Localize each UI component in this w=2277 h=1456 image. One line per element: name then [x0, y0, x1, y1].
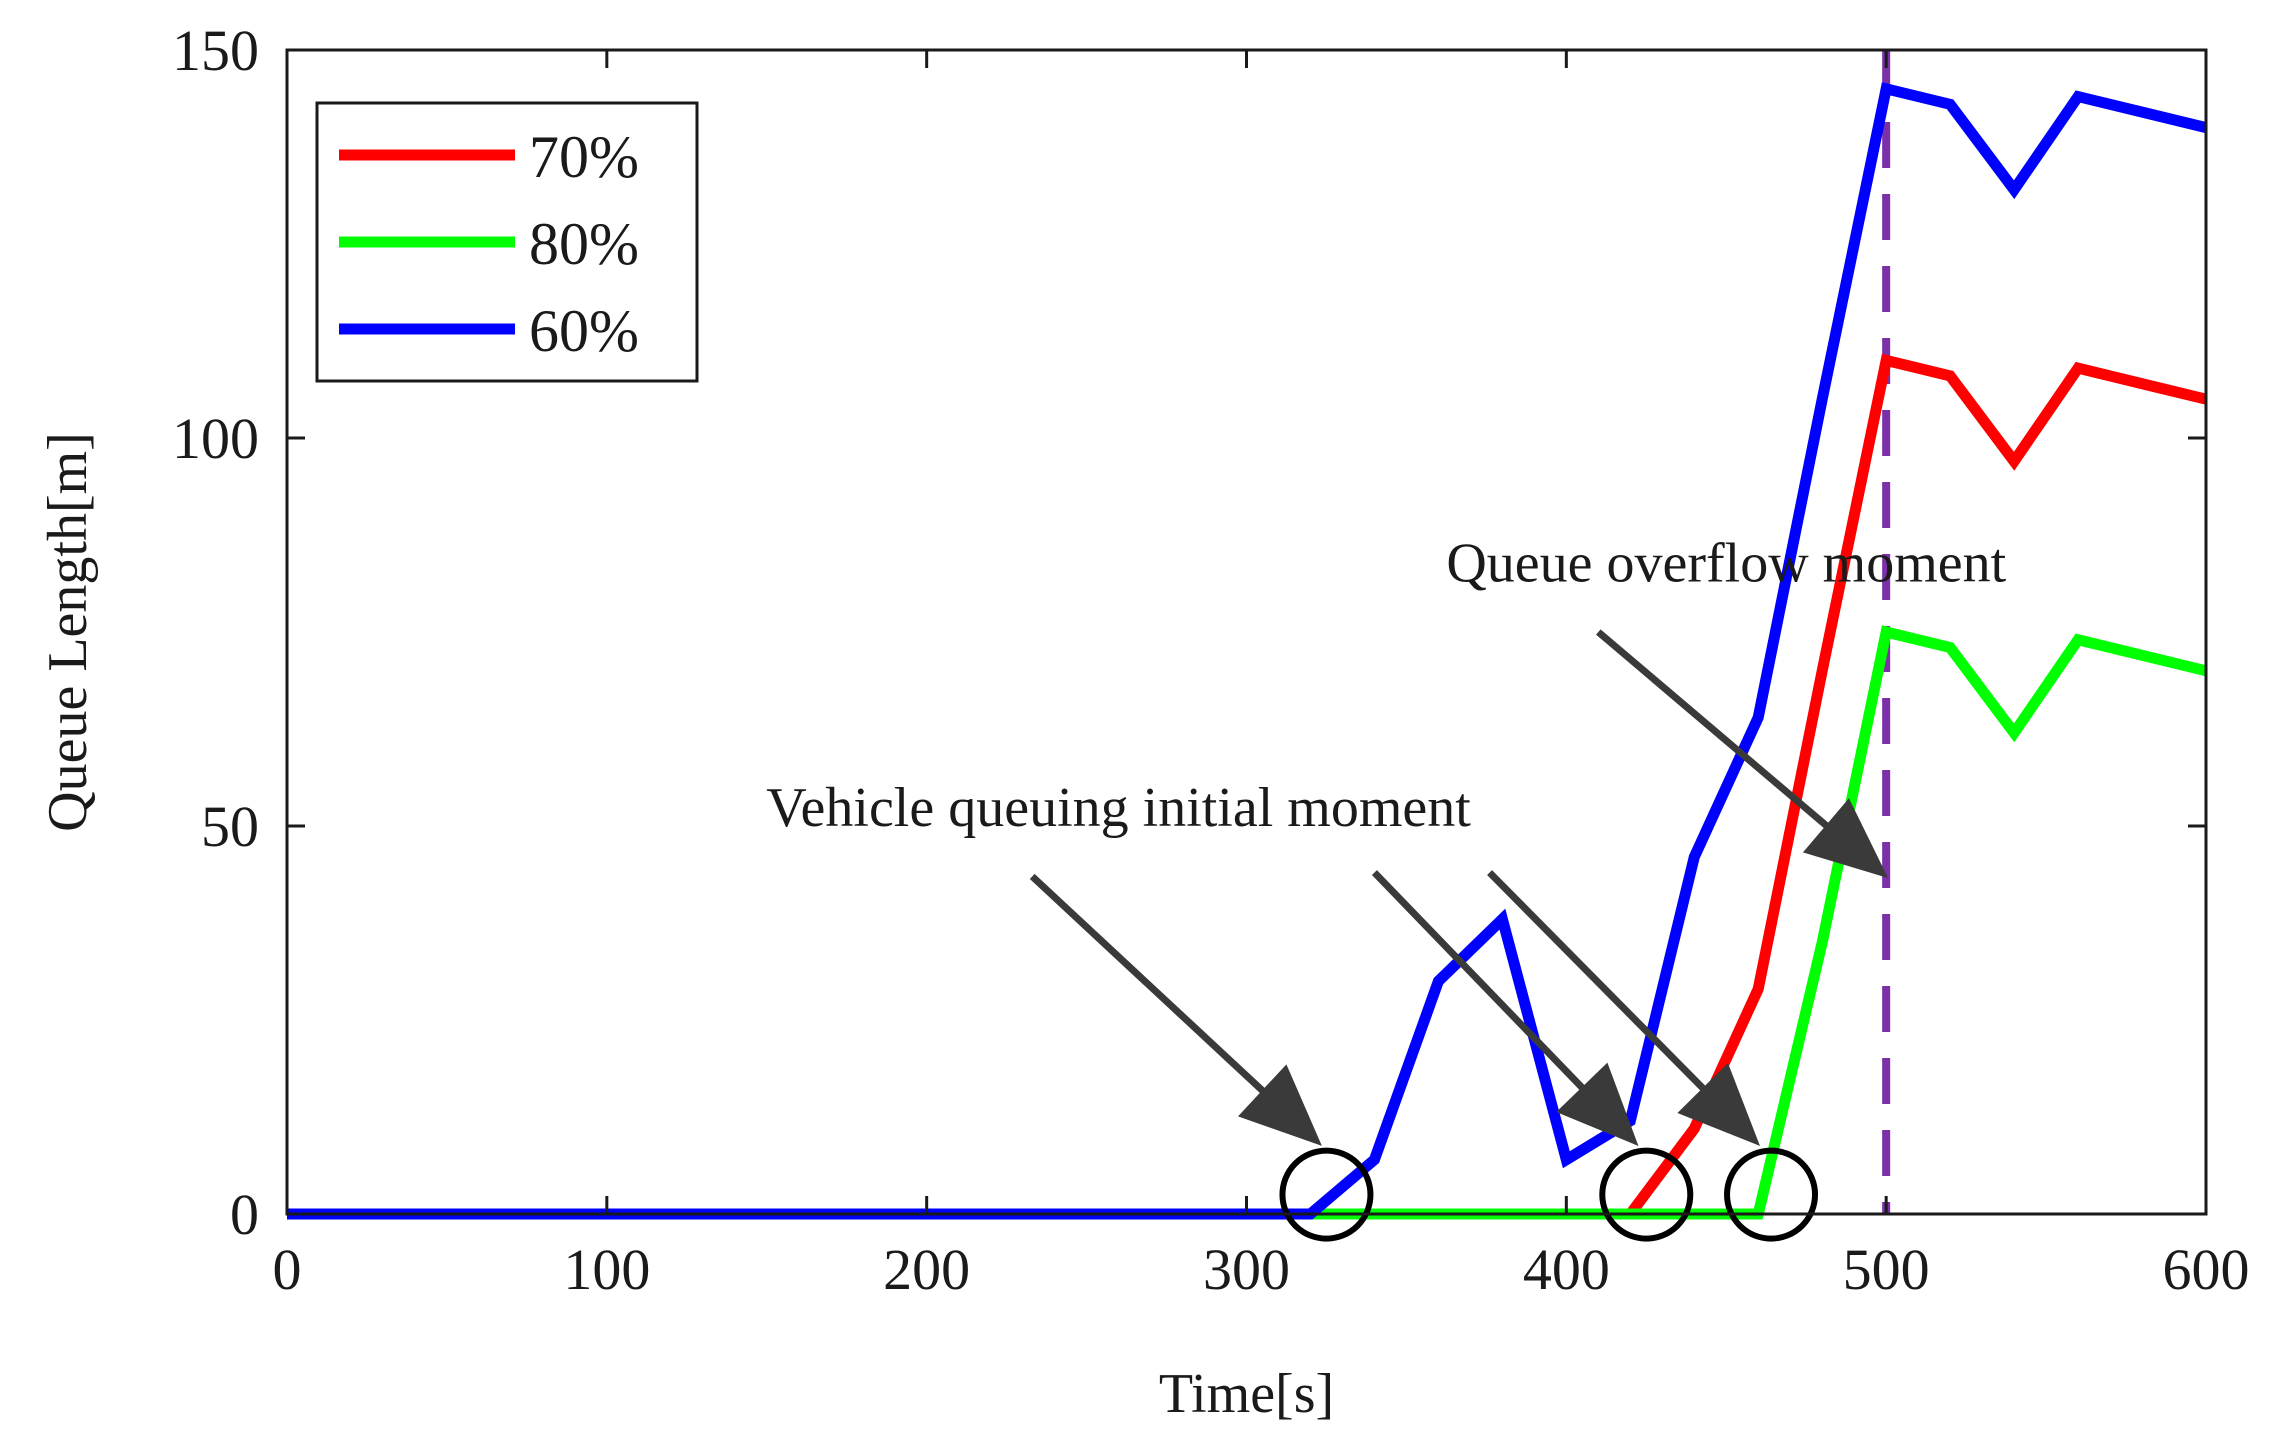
x-tick-label: 300 [1203, 1237, 1290, 1302]
annotation-arrow-head [1556, 1062, 1639, 1146]
annotation-arrow [1371, 870, 1639, 1146]
annotation-arrow-shaft [1487, 870, 1706, 1092]
annotation-arrow [1029, 873, 1322, 1146]
annotation-arrow-head [1677, 1063, 1760, 1146]
start-marker-circle [1279, 1147, 1374, 1242]
x-tick-label: 600 [2163, 1237, 2250, 1302]
x-tick-label: 0 [273, 1237, 302, 1302]
annotation-arrow [1596, 629, 1889, 879]
x-tick-label: 500 [1843, 1237, 1930, 1302]
x-tick-label: 400 [1523, 1237, 1610, 1302]
annotation-text: Vehicle queuing initial moment [766, 777, 1471, 839]
series-line-80pct [287, 625, 2208, 1220]
legend-label: 80% [529, 211, 639, 277]
start-marker-circle [1599, 1147, 1694, 1242]
annotation-arrow-head [1802, 798, 1889, 879]
series-line-70pct [287, 353, 2208, 1220]
y-axis-title: Queue Length[m] [37, 432, 99, 832]
annotation-arrow-shaft [1029, 873, 1266, 1094]
annotation-arrow [1487, 870, 1760, 1146]
legend-label: 70% [529, 124, 639, 190]
y-tick-label: 50 [201, 794, 259, 859]
y-tick-label: 150 [172, 18, 259, 83]
y-tick-label: 100 [172, 406, 259, 471]
x-axis-title: Time[s] [1159, 1363, 1334, 1425]
y-tick-label: 0 [230, 1182, 259, 1247]
annotation-arrow-shaft [1371, 870, 1586, 1091]
annotation-arrow-shaft [1596, 629, 1829, 829]
annotation-text: Queue overflow moment [1446, 533, 2006, 595]
start-marker-circle [1724, 1147, 1819, 1242]
series-line-60pct [287, 82, 2208, 1220]
x-tick-label: 200 [883, 1237, 970, 1302]
legend: 70% 80% 60% [315, 101, 699, 383]
x-tick-label: 100 [563, 1237, 650, 1302]
annotation-arrow-head [1238, 1064, 1322, 1146]
legend-label: 60% [529, 298, 639, 364]
